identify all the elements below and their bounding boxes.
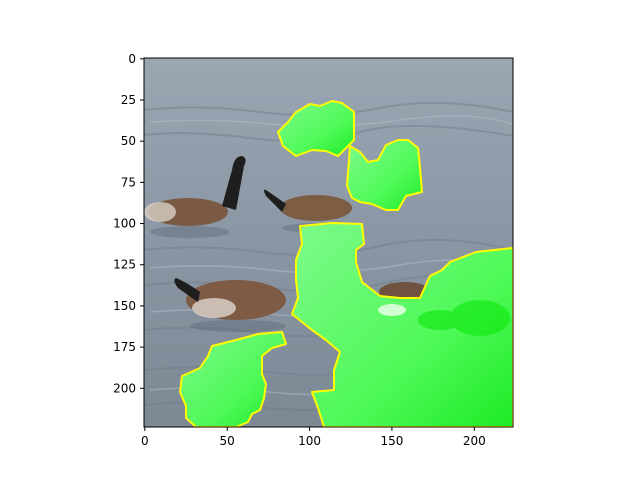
mask-region-bottom-left (179, 331, 287, 427)
y-tick-label: 125 (113, 258, 136, 272)
x-axis: 0 50 100 150 200 (141, 427, 486, 448)
x-tick-label: 150 (380, 434, 403, 448)
mask-region-top-right (346, 139, 423, 211)
y-tick-label: 50 (121, 134, 136, 148)
y-tick-label: 75 (121, 175, 136, 189)
x-tick-label: 50 (220, 434, 235, 448)
mask-bright-highlight (418, 300, 510, 336)
photo-image (144, 58, 513, 427)
mask-region-main (291, 222, 513, 427)
y-tick-label: 0 (128, 52, 136, 66)
x-tick-label: 0 (141, 434, 149, 448)
y-tick-label: 100 (113, 217, 136, 231)
y-tick-label: 175 (113, 340, 136, 354)
mask-region-top-left (277, 100, 355, 157)
goose-left (144, 156, 246, 226)
y-axis: 0 25 50 75 100 125 150 175 200 (113, 52, 144, 395)
mask-white-spot (378, 304, 406, 316)
y-tick-label: 25 (121, 93, 136, 107)
segmentation-mask (179, 100, 513, 427)
x-tick-label: 100 (298, 434, 321, 448)
goose-bottom (174, 278, 286, 320)
x-tick-label: 200 (463, 434, 486, 448)
y-tick-label: 150 (113, 299, 136, 313)
goose-center (264, 189, 352, 221)
axes-frame (143, 57, 514, 428)
y-tick-label: 200 (113, 381, 136, 395)
